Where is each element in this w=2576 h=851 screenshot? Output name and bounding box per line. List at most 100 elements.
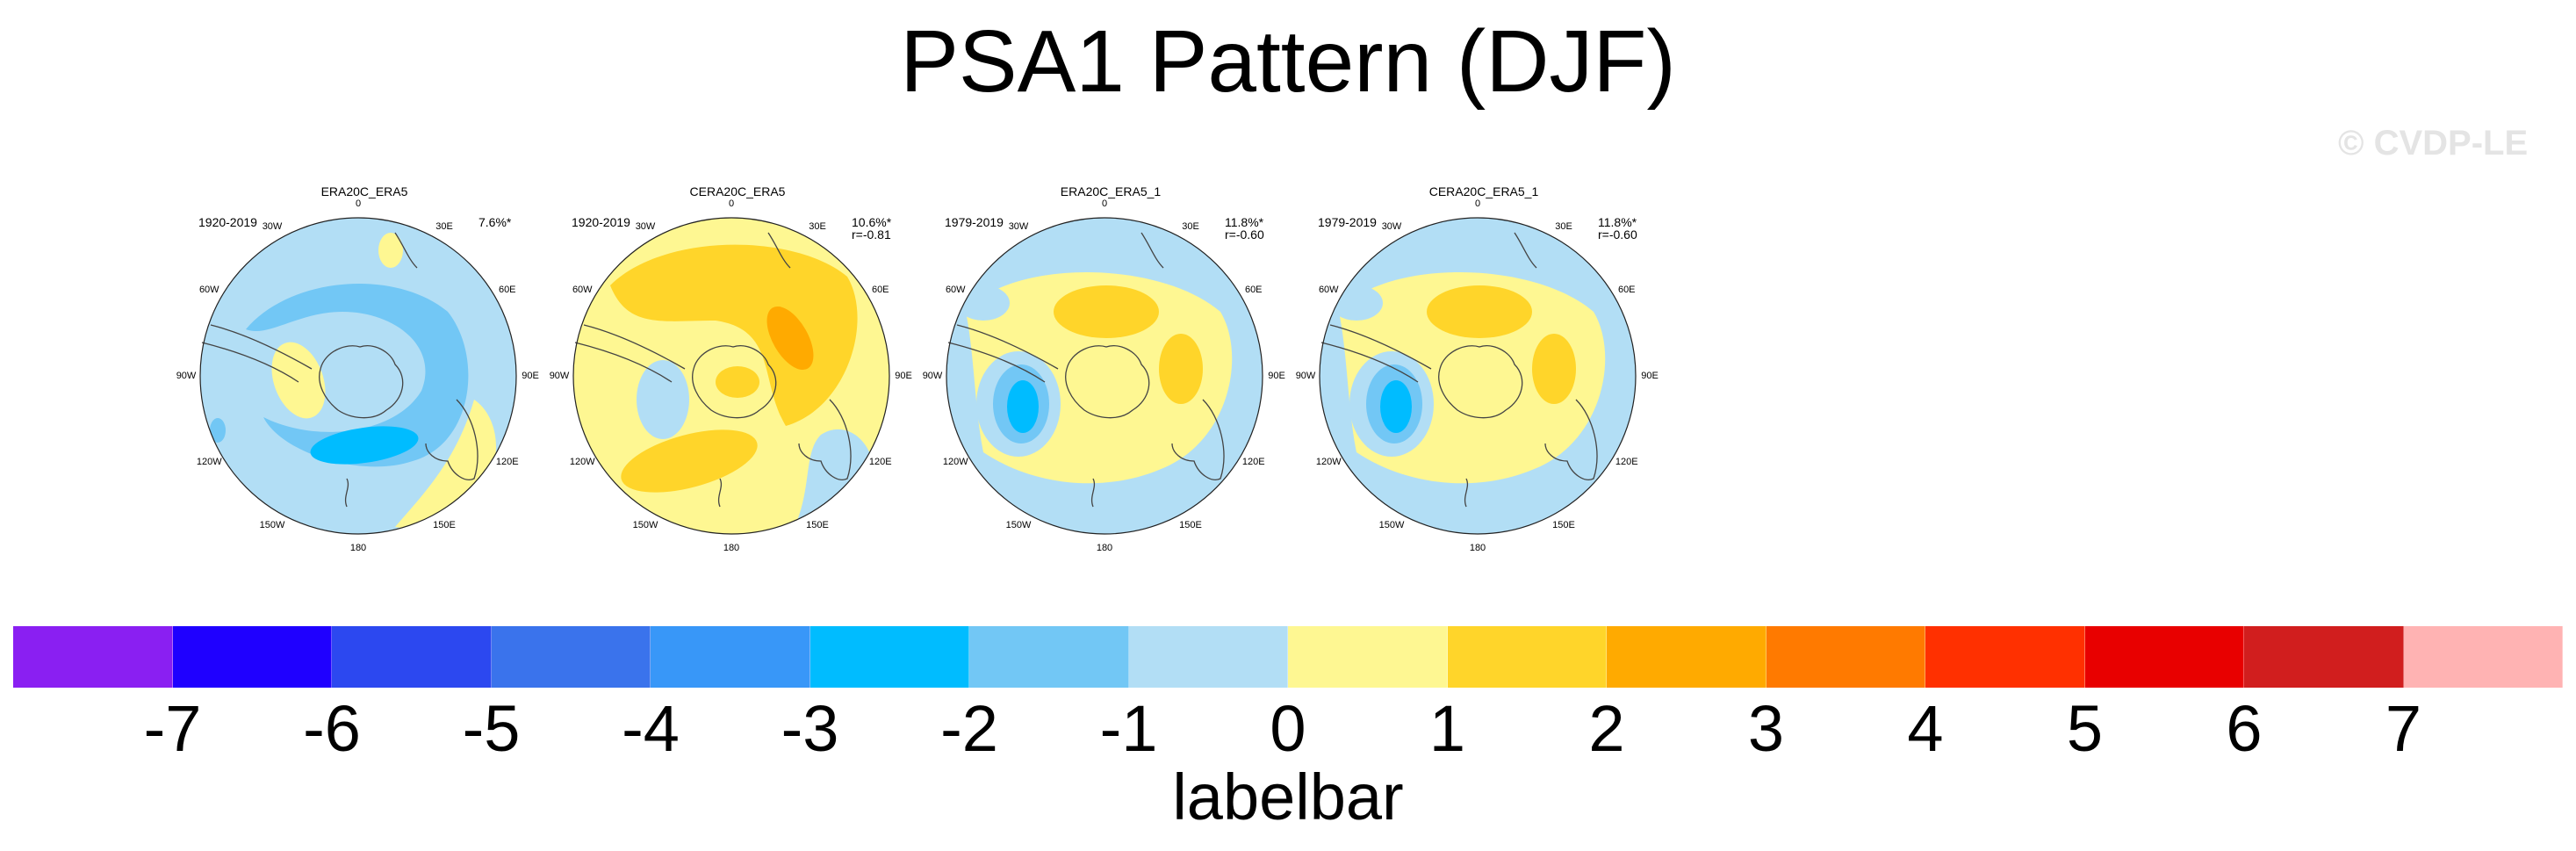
new-zealand-coastline [717,478,723,508]
longitude-label: 30W [1381,221,1402,233]
labelbar-box [13,626,173,688]
labelbar-box [1766,626,1925,688]
longitude-label: 90W [549,371,570,381]
shading-region [1380,380,1412,433]
labelbar-tick: 1 [1428,692,1466,765]
labelbar-box [491,626,651,688]
antarctica-coastline [319,345,404,419]
shading-region [1330,285,1383,321]
map-border [572,217,890,535]
south-america-coastline [574,342,673,383]
panel-title: ERA20C_ERA5_1 [1060,184,1162,198]
shading-region [637,360,689,439]
map-border [199,217,517,535]
labelbar-box [2244,626,2404,688]
antarctica-coastline [1065,345,1150,419]
longitude-label: 30E [1555,221,1572,233]
longitude-label: 180 [349,543,367,553]
labelbar-tick: -3 [781,692,839,765]
south-america-coastline [956,324,1059,370]
shading-region [310,426,419,465]
map-panel: CERA20C_ERA5 1920-2019 10.6%* r=-0.81 0 30E 60… [550,180,917,558]
antarctica-coastline [1438,345,1523,419]
shading-region [1159,334,1203,404]
labelbar-tick: 7 [2385,692,2422,765]
map-border [1319,217,1637,535]
panel-years: 1920-2019 [198,215,257,229]
labelbar-box [2403,626,2563,688]
longitude-label: 90E [1641,371,1659,381]
shading-region [210,418,226,443]
panel-title: CERA20C_ERA5 [689,184,786,198]
panel-variance: 11.8%* [1598,215,1637,229]
longitude-label: 150E [1552,519,1575,530]
longitude-label: 150E [806,519,829,530]
longitude-label: 120W [569,457,595,467]
new-zealand-coastline [344,478,349,508]
longitude-label: 0 [728,198,735,209]
longitude-label: 30E [809,221,826,233]
panel-correlation: r=-0.60 [1225,227,1264,242]
labelbar-box [1288,626,1448,688]
longitude-label: 150W [1378,519,1405,530]
labelbar-tick: 6 [2226,692,2263,765]
shading-region [957,285,1010,321]
australia-coastline [1544,399,1598,480]
longitude-label: 60W [198,285,219,295]
longitude-label: 60E [1244,285,1263,295]
labelbar-box [651,626,810,688]
longitude-label: 120W [196,457,222,467]
labelbar-title: labelbar [1172,761,1404,833]
longitude-label: 90E [895,371,912,381]
longitude-label: 30E [1182,221,1199,233]
new-zealand-coastline [1464,478,1469,508]
shading-region [1007,380,1039,433]
longitude-label: 30E [435,221,453,233]
longitude-label: 90E [1268,371,1285,381]
shading-region [271,342,326,419]
longitude-label: 90W [176,371,197,381]
shading-region [1427,285,1532,338]
longitude-label: 180 [1096,543,1113,553]
labelbar-tick: 0 [1270,692,1306,765]
panel-years: 1979-2019 [945,215,1004,229]
new-zealand-coastline [1090,478,1096,508]
longitude-label: 120W [1315,457,1342,467]
panel-variance: 11.8%* [1225,215,1264,229]
shading-region [1532,334,1576,404]
australia-coastline [798,399,852,480]
longitude-label: 60E [498,285,516,295]
longitude-label: 150W [632,519,658,530]
labelbar-tick: 5 [2066,692,2104,765]
shading-region [378,233,403,268]
shading-region [610,244,858,426]
labelbar-box [969,626,1129,688]
longitude-label: 90W [922,371,943,381]
watermark: © CVDP-LE [2338,124,2529,162]
labelbar-tick: -1 [1099,692,1158,765]
polar-map [572,217,890,535]
panel-variance: 10.6%* [852,215,892,229]
polar-map [199,217,517,535]
longitude-label: 30W [1008,221,1029,233]
longitude-label: 30W [635,221,656,233]
labelbar-box [1447,626,1607,688]
south-america-coastline [201,342,299,383]
south-america-coastline [210,324,313,370]
longitude-label: 180 [723,543,740,553]
longitude-label: 180 [1469,543,1486,553]
panel-years: 1920-2019 [572,215,630,229]
longitude-label: 150W [1005,519,1032,530]
labelbar-tick: 4 [1907,692,1944,765]
south-america-coastline [947,342,1046,383]
labelbar-box [2084,626,2244,688]
longitude-label: 120E [495,457,519,467]
panel-title: CERA20C_ERA5_1 [1428,184,1539,198]
page-title: PSA1 Pattern (DJF) [900,12,1676,111]
labelbar-tick: -7 [143,692,202,765]
longitude-label: 60W [572,285,593,295]
longitude-label: 150W [259,519,285,530]
labelbar-box [1925,626,2085,688]
africa-coastline [394,232,418,269]
longitude-label: 0 [1101,198,1108,209]
